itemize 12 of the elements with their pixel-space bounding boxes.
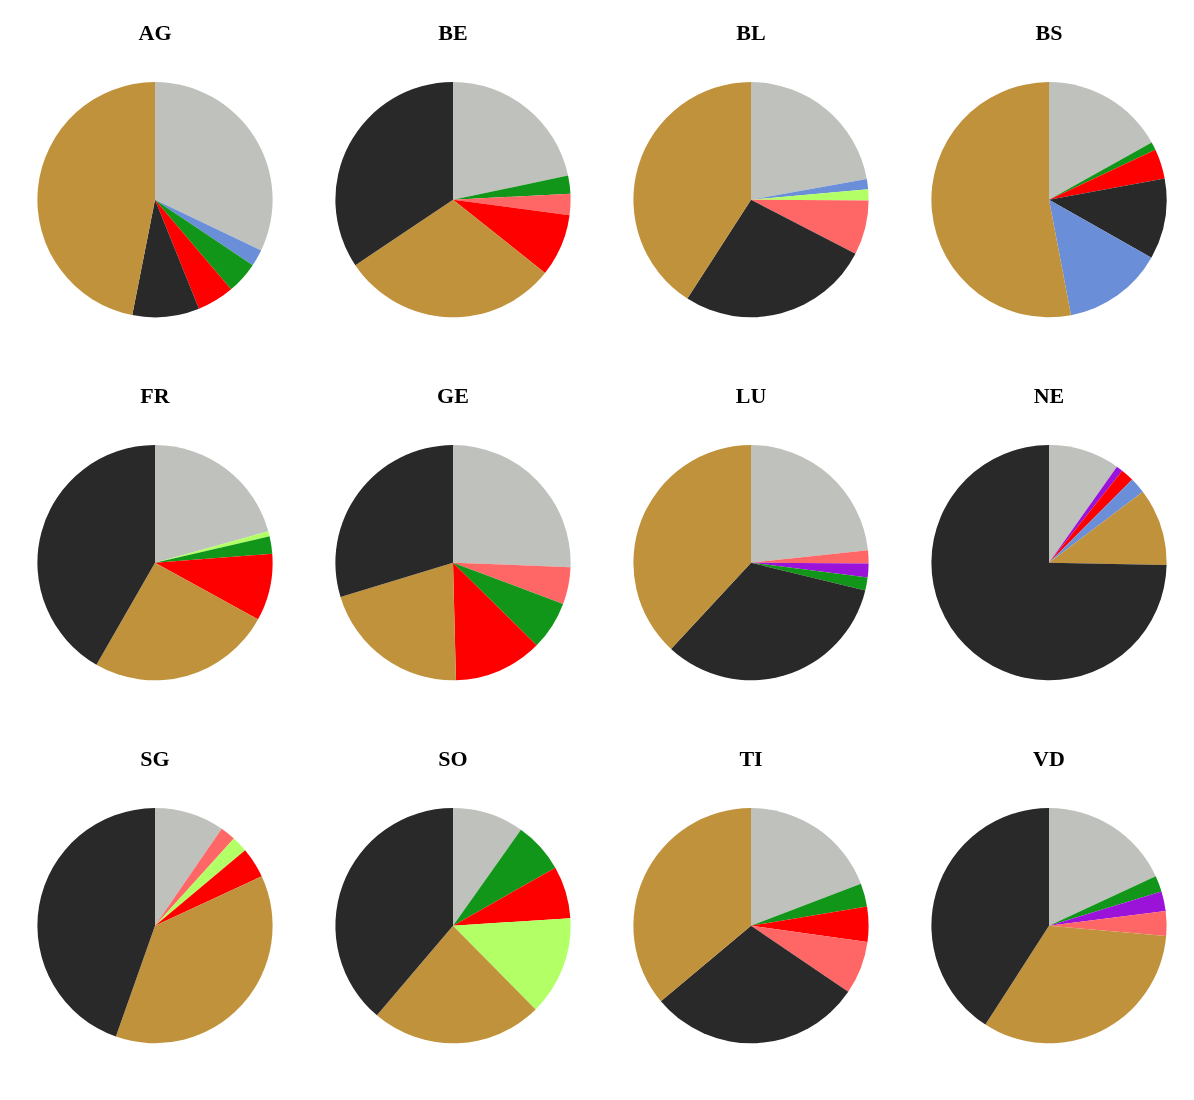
chart-title: SO <box>438 745 468 771</box>
chart-title: GE <box>437 382 469 408</box>
chart-title: VD <box>1033 745 1065 771</box>
chart-title: SG <box>140 745 170 771</box>
chart-title: TI <box>739 745 763 771</box>
chart-title: BE <box>438 19 468 45</box>
chart-title: LU <box>735 382 767 408</box>
chart-title: BS <box>1035 19 1063 45</box>
chart-title: AG <box>138 19 172 45</box>
chart-title: FR <box>140 382 171 408</box>
chart-title: NE <box>1033 382 1065 408</box>
chart-title: BL <box>736 19 766 45</box>
